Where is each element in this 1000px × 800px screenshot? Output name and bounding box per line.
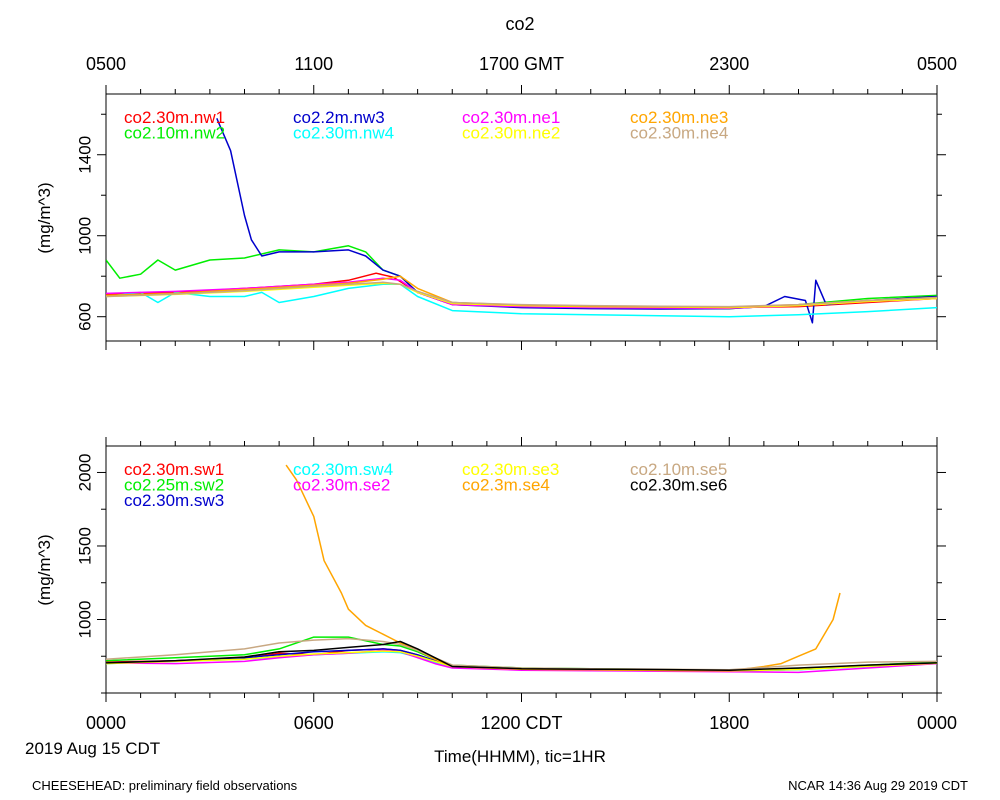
legend-entry: co2.10m.se5	[630, 460, 727, 479]
y-tick-label: 2000	[75, 454, 94, 492]
x-axis-label: Time(HHMM), tic=1HR	[434, 747, 606, 766]
legend-entry: co2.30m.se6	[630, 476, 727, 495]
series-line-co2-10m-nw2	[106, 245, 937, 310]
y-tick-label: 600	[75, 303, 94, 331]
bottom-y-axis-label: (mg/m^3)	[35, 534, 54, 605]
series-line-co2-30m-se6	[106, 640, 937, 671]
y-tick-label: 1000	[75, 601, 94, 639]
series-line-co2-30m-ne4	[106, 281, 937, 308]
bottom-panel: (mg/m^3) 1000 1500 2000 0000 0600 1200 CDT 180…	[35, 437, 957, 733]
x-tick-label: 0600	[294, 713, 334, 733]
top-panel: (mg/m^3) 600 1000 1400 0500 1100 1700 GMT 2300…	[35, 54, 957, 350]
footer-left: CHEESEHEAD: preliminary field observatio…	[32, 778, 298, 793]
y-tick-label: 1400	[75, 136, 94, 174]
top-axis-tick-label: 0500	[86, 54, 126, 74]
top-axis-tick-label: 1700 GMT	[479, 54, 564, 74]
legend-entry: co2.30m.sw3	[124, 491, 224, 510]
series-line-co2-30m-ne2	[106, 282, 937, 309]
legend-entry: co2.30m.ne3	[630, 108, 728, 127]
x-tick-label: 0000	[86, 713, 126, 733]
top-axis-tick-label: 1100	[294, 54, 333, 74]
legend-entry: co2.25m.sw2	[124, 476, 224, 495]
legend-entry: co2.30m.ne1	[462, 108, 560, 127]
legend-entry: co2.30m.ne2	[462, 124, 560, 143]
legend-entry: co2.30m.nw4	[293, 124, 394, 143]
legend-entry: co2.30m.nw1	[124, 108, 225, 127]
date-label: 2019 Aug 15 CDT	[25, 739, 160, 758]
x-tick-label: 0000	[917, 713, 957, 733]
top-y-axis-label: (mg/m^3)	[35, 182, 54, 253]
x-tick-label: 1200 CDT	[480, 713, 562, 733]
legend-entry: co2.30m.se2	[293, 476, 390, 495]
top-axis-tick-label: 2300	[709, 54, 749, 74]
top-axis-tick-label: 0500	[917, 54, 957, 74]
chart-title: co2	[505, 14, 534, 34]
x-tick-label: 1800	[709, 713, 749, 733]
legend-entry: co2.30m.ne4	[630, 124, 728, 143]
legend-entry: co2.30m.sw1	[124, 460, 224, 479]
legend-entry: co2.30m.se3	[462, 460, 559, 479]
series-line-co2-30m-se3	[106, 650, 937, 672]
legend-entry: co2.3m.se4	[462, 476, 550, 495]
legend-entry: co2.10m.nw2	[124, 124, 225, 143]
series-line-co2-2m-nw3	[216, 118, 937, 324]
y-tick-label: 1000	[75, 217, 94, 255]
y-tick-label: 1500	[75, 527, 94, 565]
footer-right: NCAR 14:36 Aug 29 2019 CDT	[788, 778, 968, 793]
series-line-co2-30m-se2	[106, 649, 937, 674]
series-line-co2-10m-se5	[106, 637, 937, 671]
legend-entry: co2.2m.nw3	[293, 108, 385, 127]
legend-entry: co2.30m.sw4	[293, 460, 393, 479]
